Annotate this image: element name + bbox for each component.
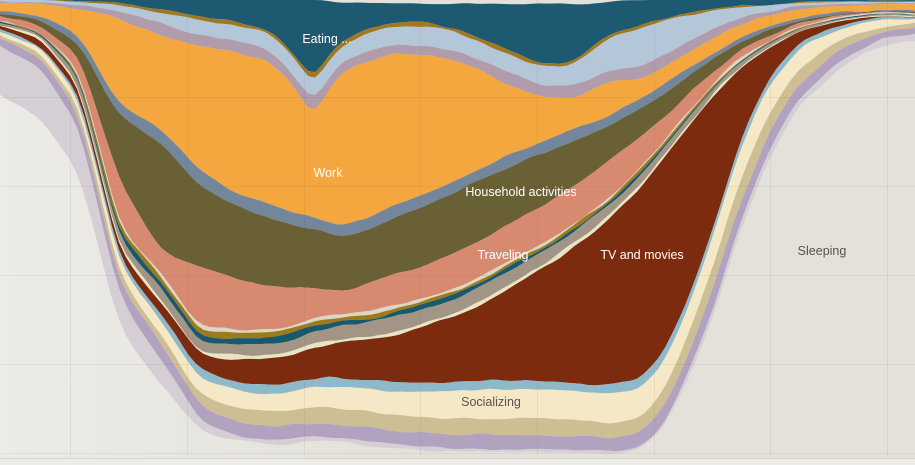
- baseline-strip: [0, 458, 915, 465]
- band-label-tv: TV and movies: [600, 248, 683, 262]
- band-label-eating: Eating ...: [302, 32, 351, 46]
- band-eating[interactable]: [0, 0, 915, 73]
- band-work[interactable]: [0, 2, 915, 225]
- band-tv-and-movies[interactable]: [0, 16, 915, 386]
- band-label-socializing: Socializing: [461, 395, 521, 409]
- band-socializing[interactable]: [0, 19, 915, 424]
- band-label-sleeping: Sleeping: [798, 244, 847, 258]
- band-traveling[interactable]: [0, 11, 915, 331]
- band-band-mauve[interactable]: [0, 0, 915, 110]
- band-band-pale-gray[interactable]: [0, 33, 915, 455]
- band-label-work: Work: [314, 166, 344, 180]
- band-household-activities[interactable]: [0, 11, 915, 291]
- band-band-light-blue[interactable]: [0, 0, 915, 95]
- band-label-traveling: Traveling: [478, 248, 529, 262]
- band-label-household: Household activities: [465, 185, 576, 199]
- band-band-lavender[interactable]: [0, 27, 915, 452]
- band-band-slate[interactable]: [0, 9, 915, 236]
